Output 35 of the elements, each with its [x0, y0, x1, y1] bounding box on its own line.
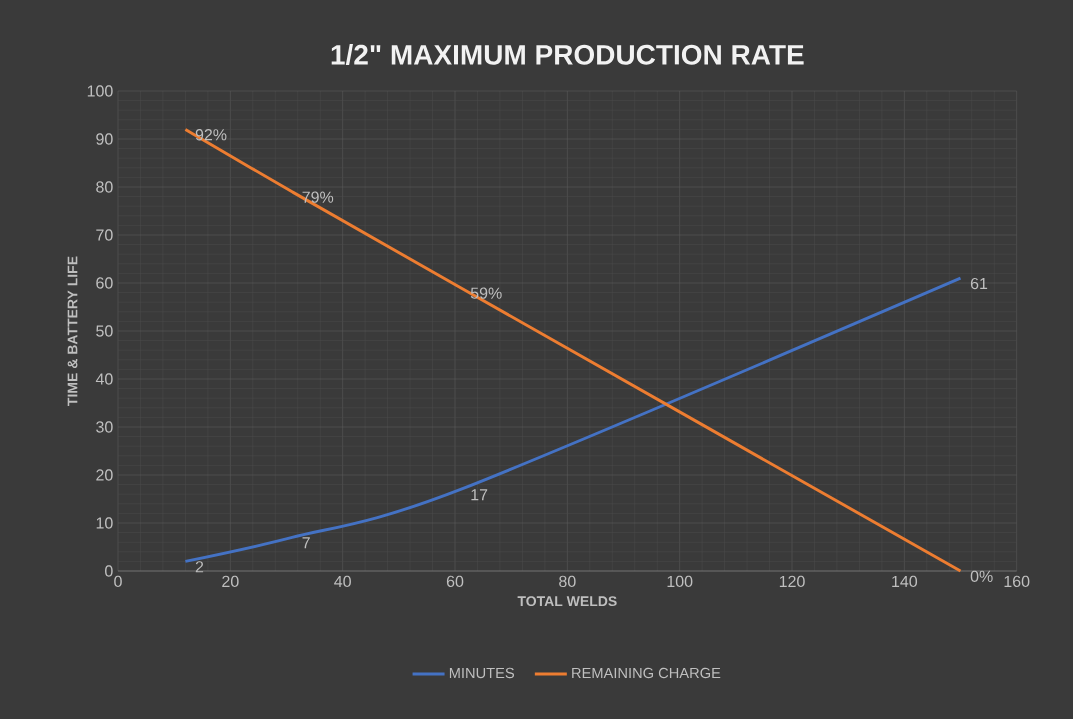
x-tick-label: 0 — [114, 575, 122, 588]
x-tick-label: 100 — [667, 575, 693, 588]
x-axis-title: TOTAL WELDS — [517, 596, 617, 607]
x-tick-label: 60 — [446, 575, 464, 588]
y-tick-label: 70 — [96, 229, 113, 241]
data-label: 59% — [470, 287, 502, 299]
y-tick-label: 40 — [95, 373, 113, 385]
data-label: 0% — [970, 570, 993, 582]
x-tick-label: 140 — [892, 575, 918, 588]
line-series — [183, 127, 962, 573]
y-tick-label: 10 — [96, 517, 113, 529]
x-tick-label: 20 — [222, 575, 239, 588]
y-tick-label: 90 — [96, 133, 113, 145]
y-tick-label: 100 — [87, 85, 113, 97]
data-label: 17 — [471, 489, 488, 501]
x-tick-label: 40 — [334, 575, 351, 588]
y-tick-label: 30 — [96, 421, 113, 433]
legend-label: MINUTES — [449, 667, 515, 679]
x-tick-label: 120 — [779, 575, 805, 588]
chart-title: 1/2" MAXIMUM PRODUCTION RATE — [331, 44, 804, 65]
y-tick-label: 60 — [96, 277, 113, 289]
data-label: 7 — [302, 537, 310, 549]
y-tick-label: 50 — [96, 325, 113, 337]
data-label: 2 — [195, 561, 204, 573]
data-label: 92% — [195, 129, 227, 141]
x-tick-label: 80 — [559, 575, 576, 588]
data-label: 79% — [302, 191, 334, 203]
line-series — [183, 276, 962, 563]
legend-label: REMAINING CHARGE — [572, 667, 721, 679]
x-tick-label: 160 — [1004, 575, 1030, 588]
y-tick-label: 20 — [96, 469, 113, 481]
y-axis-title: TIME & BATTERY LIFE — [67, 256, 78, 406]
y-tick-label: 0 — [105, 565, 113, 577]
y-tick-label: 80 — [96, 181, 113, 193]
data-label: 61 — [970, 277, 988, 290]
